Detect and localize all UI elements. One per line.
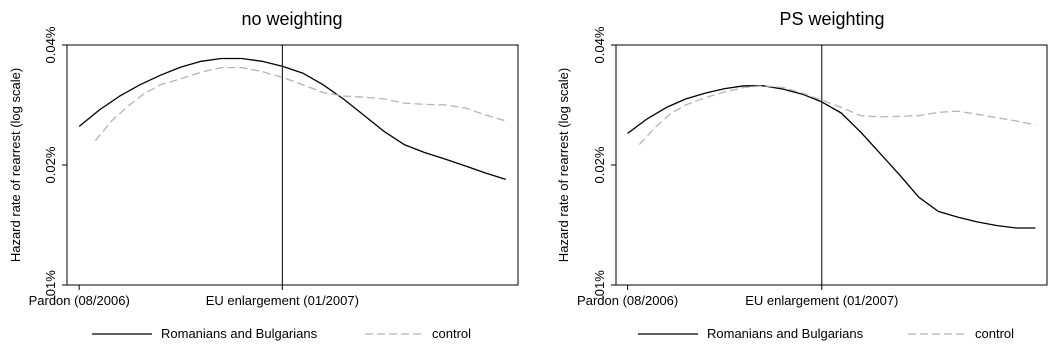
chart-title: no weighting — [241, 9, 342, 29]
legend-label-romanians-and-bulgarians: Romanians and Bulgarians — [707, 326, 864, 341]
y-axis-label: Hazard rate of rearrest (log scale) — [8, 68, 23, 262]
legend-label-control: control — [432, 326, 471, 341]
y-tick-label: 0.04% — [43, 26, 58, 63]
plot-frame — [615, 44, 1048, 286]
series-line-control — [94, 66, 506, 142]
chart-panel-no-weighting: no weighting Hazard rate of rearrest (log… — [8, 9, 519, 341]
legend-label-control: control — [975, 326, 1014, 341]
y-axis-label: Hazard rate of rearrest (log scale) — [556, 68, 571, 262]
series-line-romanians-and-bulgarians — [78, 57, 506, 181]
chart-panel-ps-weighting: PS weighting Hazard rate of rearrest (log… — [556, 9, 1048, 341]
x-tick-label: EU enlargement (01/2007) — [206, 293, 359, 308]
y-tick-label: .01% — [43, 270, 58, 300]
x-tick-label: Pardon (08/2006) — [577, 293, 678, 308]
y-tick-label: 0.02% — [592, 146, 607, 183]
chart-title: PS weighting — [779, 9, 884, 29]
y-tick-label: .01% — [592, 270, 607, 300]
series-line-romanians-and-bulgarians — [627, 85, 1036, 229]
legend-label-romanians-and-bulgarians: Romanians and Bulgarians — [161, 326, 318, 341]
x-tick-label: Pardon (08/2006) — [29, 293, 130, 308]
y-tick-label: 0.04% — [592, 26, 607, 63]
x-tick-label: EU enlargement (01/2007) — [745, 293, 898, 308]
series-line-control — [638, 85, 1036, 146]
y-tick-label: 0.02% — [43, 146, 58, 183]
